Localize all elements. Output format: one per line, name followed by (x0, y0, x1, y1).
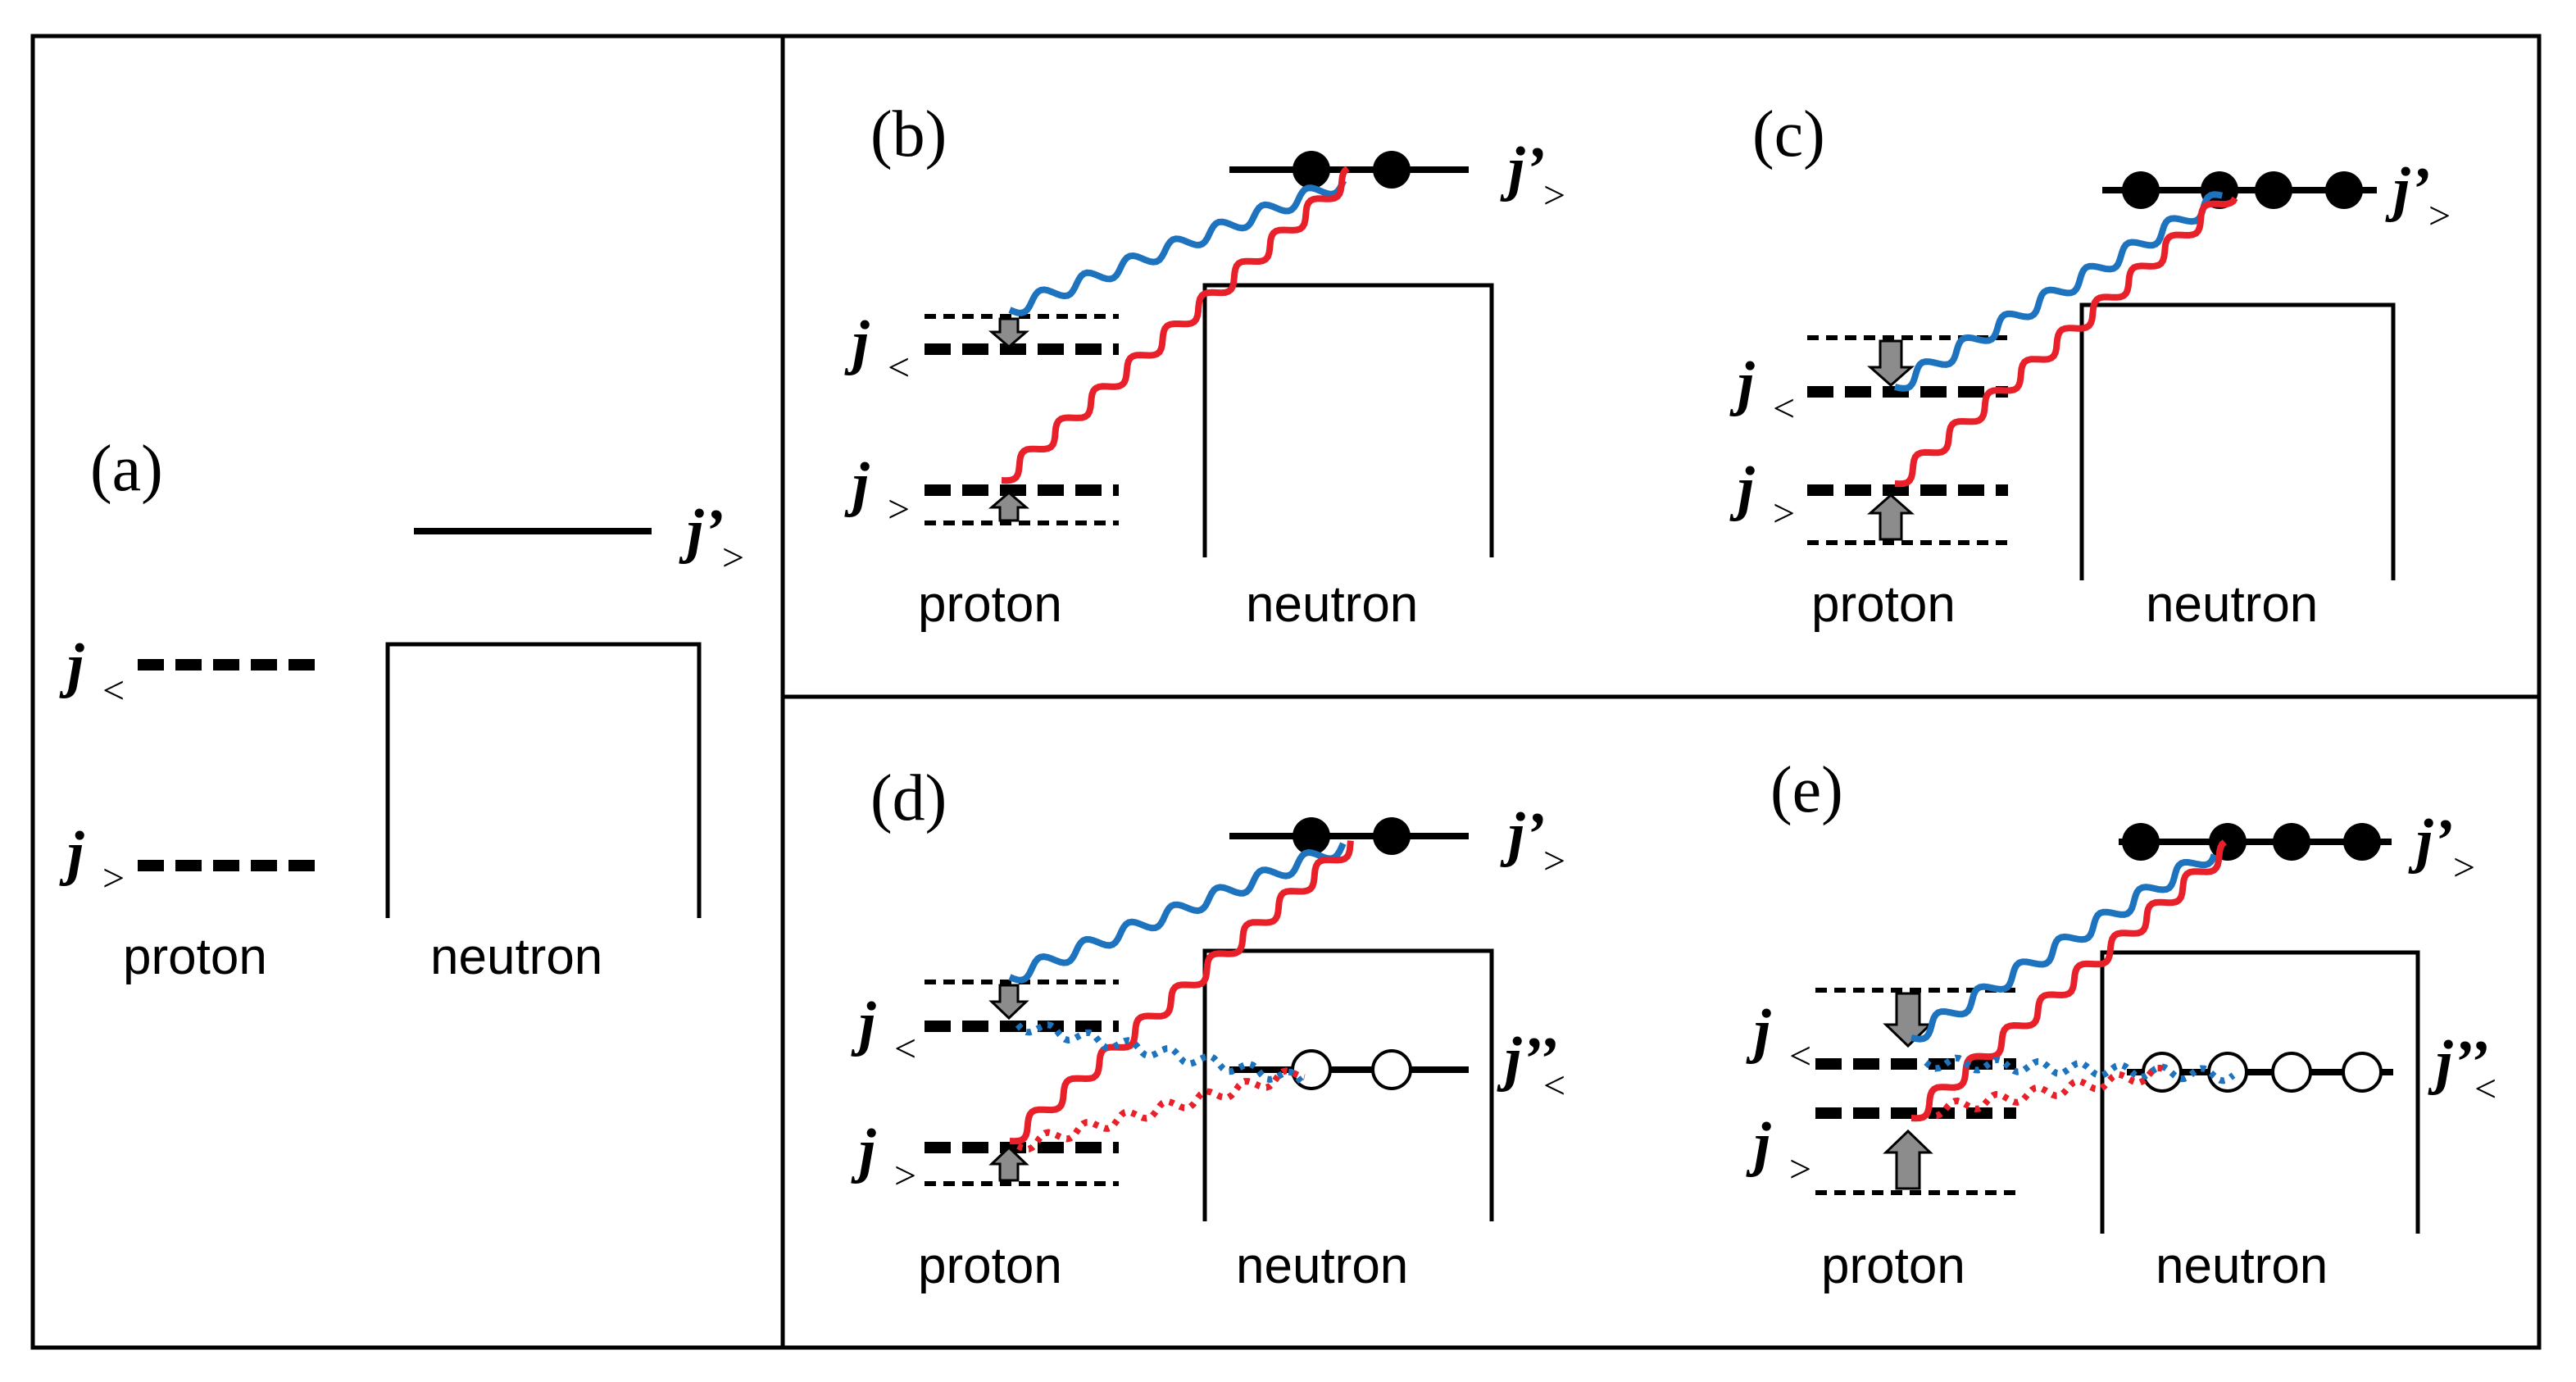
label-jgreater-sub-c: > (1770, 492, 1797, 535)
label-jdoubleprime-d: j’’ (1497, 1025, 1557, 1093)
label-jgreater-sub-b: > (885, 488, 911, 531)
neutron-well (2079, 302, 2396, 580)
label-jgreater-e: j (1746, 1111, 1771, 1178)
tensor-force-wave (1008, 842, 1347, 984)
label-jprime-sub-e: > (2451, 846, 2477, 889)
tensor-force-wave (1910, 853, 2218, 1043)
label-jgreater-sub-d: > (892, 1154, 918, 1198)
label-jgreater-b: j (844, 451, 870, 518)
central-force-wave-dotted (1924, 1065, 2169, 1120)
tensor-force-wave-dotted (1015, 1021, 1306, 1086)
hole-circle-icon (2342, 1052, 2383, 1093)
neutron-label-b: neutron (1246, 576, 1418, 633)
neutron-label-d: neutron (1236, 1238, 1408, 1294)
panel-tag-d: (d) (870, 762, 947, 834)
neutron-label-c: neutron (2146, 576, 2318, 633)
filled-nucleon-icon (1373, 151, 1411, 189)
neutron-label-a: neutron (430, 929, 602, 985)
neutron-well (1202, 948, 1494, 1221)
label-jdoubleprime-sub-d: < (1541, 1064, 1567, 1107)
central-force-wave (1001, 166, 1350, 484)
hole-circle-icon (2142, 1052, 2183, 1093)
label-jprime-sub-a: > (720, 536, 746, 580)
panel-b: (b) proton neutron j < j > j’ > (844, 98, 1567, 633)
label-jless-sub-a: < (100, 669, 126, 712)
label-jless-e: j (1746, 998, 1771, 1065)
panel-tag-e: (e) (1770, 754, 1843, 826)
label-jprime-c: j’ (2385, 156, 2430, 223)
label-jgreater-c: j (1729, 455, 1755, 522)
label-jless-a: j (59, 632, 84, 699)
label-jless-sub-c: < (1770, 387, 1797, 430)
label-jdoubleprime-e: j’’ (2428, 1029, 2488, 1096)
label-jgreater-d: j (851, 1117, 876, 1184)
panel-tag-c: (c) (1752, 98, 1825, 170)
filled-nucleon-icon (2122, 823, 2160, 861)
proton-label-b: proton (918, 576, 1062, 633)
label-jprime-d: j’ (1500, 801, 1545, 868)
label-jgreater-a: j (59, 820, 84, 887)
panel-frames (30, 34, 2542, 1350)
down-arrow-icon (988, 317, 1030, 348)
panel-a: (a) proton neutron j < j > j’ > (59, 433, 746, 985)
central-force-wave-dotted (1016, 1067, 1306, 1152)
panel-c: (c) proton neutron j < j > j’ > (1729, 98, 2452, 633)
proton-label-e: proton (1821, 1238, 1965, 1294)
filled-nucleon-icon (2325, 171, 2363, 209)
central-force-wave (1894, 196, 2238, 488)
down-arrow-icon (988, 984, 1029, 1021)
filled-nucleon-icon (1293, 817, 1330, 855)
filled-nucleon-icon (1293, 151, 1330, 189)
neutron-well (2100, 950, 2420, 1234)
hole-circle-icon (2207, 1052, 2248, 1093)
central-force-wave (1009, 840, 1354, 1145)
hole-circle-icon (1371, 1049, 1412, 1090)
filled-nucleon-icon (2122, 171, 2160, 209)
filled-nucleon-icon (2273, 823, 2310, 861)
label-jprime-b: j’ (1500, 135, 1545, 202)
label-jprime-e: j’ (2408, 807, 2453, 875)
tensor-force-wave-dotted (1924, 1054, 2236, 1084)
proton-label-d: proton (918, 1238, 1062, 1294)
up-arrow-icon (988, 1145, 1029, 1182)
neutron-label-e: neutron (2156, 1238, 2328, 1294)
label-jprime-a: j’ (679, 498, 724, 565)
neutron-well (1202, 283, 1494, 557)
label-jgreater-sub-e: > (1787, 1148, 1813, 1191)
filled-nucleon-icon (2343, 823, 2381, 861)
label-jless-b: j (844, 309, 870, 376)
tensor-force-wave (1008, 179, 1347, 316)
label-jless-sub-e: < (1787, 1034, 1813, 1078)
panel-tag-b: (b) (870, 98, 947, 170)
hole-circle-icon (2271, 1052, 2312, 1093)
label-jdoubleprime-sub-e: < (2472, 1067, 2498, 1111)
outer-border (30, 34, 2542, 1350)
label-jprime-sub-d: > (1541, 839, 1567, 883)
label-jless-c: j (1729, 350, 1755, 417)
label-jgreater-sub-a: > (100, 857, 126, 900)
down-arrow-icon (1867, 339, 1915, 387)
label-jprime-sub-c: > (2426, 194, 2452, 238)
tensor-force-wave (1894, 191, 2224, 392)
proton-label-a: proton (123, 929, 267, 985)
central-force-wave (1910, 839, 2227, 1122)
up-arrow-icon (988, 491, 1030, 522)
filled-nucleon-icon (2255, 171, 2292, 209)
panel-e: (e) proton neutron j < j > j’ > j’’ < (1746, 754, 2498, 1294)
panel-tag-a: (a) (90, 433, 163, 505)
label-jless-sub-b: < (885, 346, 911, 389)
up-arrow-icon (1883, 1129, 1933, 1190)
label-jprime-sub-b: > (1541, 174, 1567, 217)
label-jless-d: j (851, 990, 876, 1057)
label-jless-sub-d: < (892, 1027, 918, 1071)
neutron-well (385, 642, 702, 918)
proton-label-c: proton (1811, 576, 1956, 633)
down-arrow-icon (1883, 992, 1933, 1048)
filled-nucleon-icon (1373, 817, 1411, 855)
panel-d: (d) proton neutron j < j > j’ > j’’ < (851, 762, 1567, 1294)
up-arrow-icon (1867, 493, 1915, 541)
